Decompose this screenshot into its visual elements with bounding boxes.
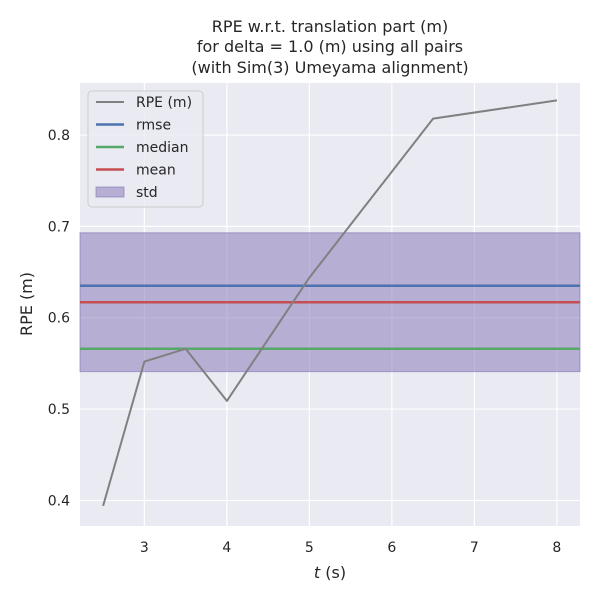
legend-label: median (136, 140, 188, 156)
x-tick-label: 6 (387, 540, 396, 556)
y-tick-label: 0.5 (48, 402, 70, 418)
x-axis-label: t (s) (314, 563, 346, 582)
x-axis-ticks: 3 4 5 6 7 8 (140, 540, 561, 556)
y-axis-ticks: 0.4 0.5 0.6 0.7 0.8 (48, 128, 70, 509)
x-tick-label: 3 (140, 540, 149, 556)
x-tick-label: 8 (552, 540, 561, 556)
x-tick-label: 5 (305, 540, 314, 556)
legend-label: RPE (m) (136, 95, 192, 111)
legend-label: std (136, 185, 158, 201)
x-tick-label: 4 (222, 540, 231, 556)
legend-label: rmse (136, 118, 171, 134)
series-line-0 (102, 99, 558, 507)
y-tick-label: 0.4 (48, 493, 70, 509)
x-tick-label: 7 (470, 540, 479, 556)
x-axis-label-unit: (s) (320, 563, 346, 582)
y-tick-label: 0.8 (48, 128, 70, 144)
y-tick-label: 0.6 (48, 311, 70, 327)
series-layer (102, 99, 558, 507)
chart-title-line-3: (with Sim(3) Umeyama alignment) (191, 58, 468, 77)
legend-frame (87, 90, 204, 208)
legend-label: mean (136, 163, 176, 179)
x-axis-label-variable: t (314, 563, 321, 582)
legend: RPE (m) rmse median mean std (87, 90, 204, 208)
y-axis-label: RPE (m) (17, 272, 36, 336)
chart-title-line-1: RPE w.r.t. translation part (m) (212, 17, 448, 36)
chart-title-line-2: for delta = 1.0 (m) using all pairs (197, 37, 463, 56)
y-tick-label: 0.7 (48, 219, 70, 235)
legend-swatch-std (95, 186, 125, 198)
statistic-lines (80, 284, 580, 351)
